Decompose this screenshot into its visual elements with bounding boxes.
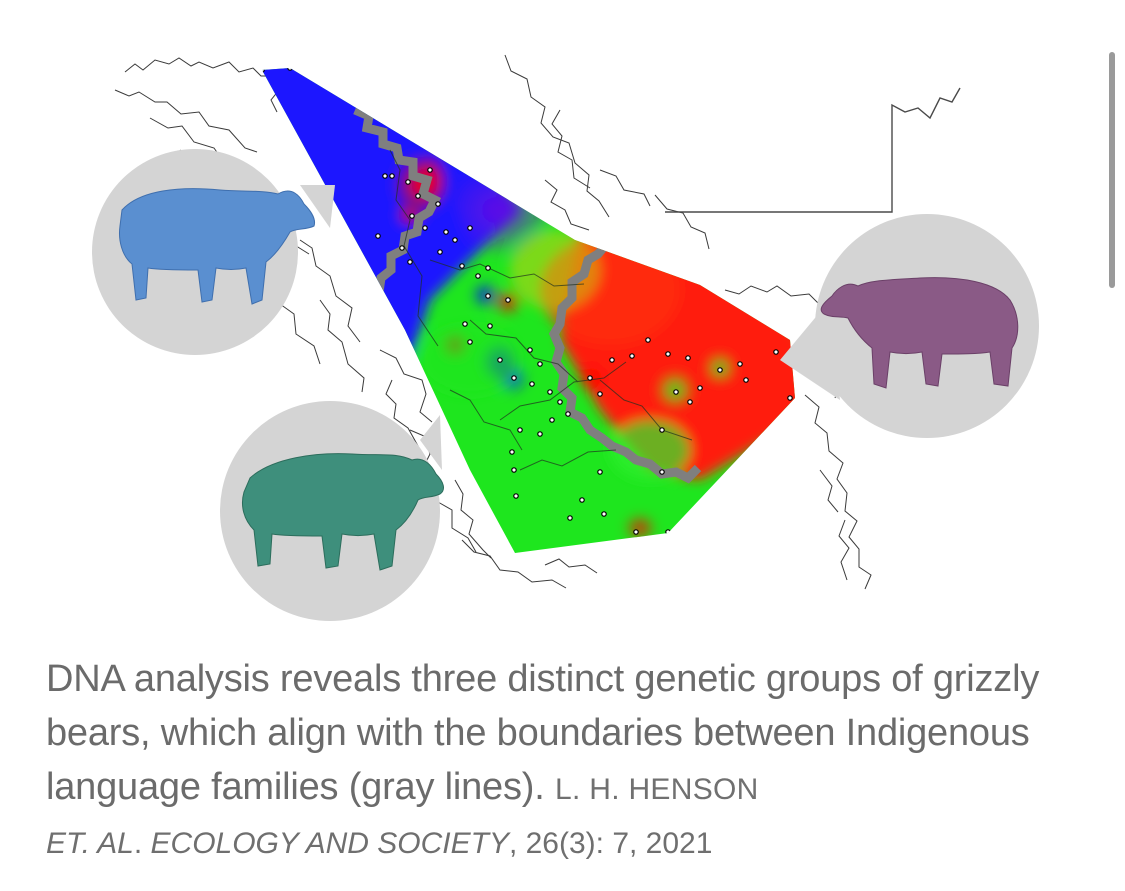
scrollbar[interactable] xyxy=(1109,52,1115,288)
inset-blue-bear xyxy=(92,149,335,355)
sample-points xyxy=(262,68,793,535)
inset-teal-bear xyxy=(220,401,444,621)
credit-issue: , 26(3): 7, 2021 xyxy=(508,827,713,860)
credit-journal: ECOLOGY AND SOCIETY xyxy=(150,827,509,860)
credit-line: ET. AL. ECOLOGY AND SOCIETY, 26(3): 7, 2… xyxy=(46,817,1081,871)
bear-purple-icon xyxy=(820,277,1019,389)
caption-text: DNA analysis reveals three distinct gene… xyxy=(46,652,1081,817)
bear-blue-icon xyxy=(119,188,315,305)
bear-teal-icon xyxy=(241,453,444,571)
border-lines xyxy=(665,87,961,213)
genetic-map-figure xyxy=(92,54,1039,621)
inset-purple-bear xyxy=(780,214,1039,438)
credit-et-al: ET. AL xyxy=(46,827,134,860)
credit-authors: L. H. HENSON xyxy=(554,773,759,806)
caption-body: DNA analysis reveals three distinct gene… xyxy=(46,658,1040,808)
figure-caption: DNA analysis reveals three distinct gene… xyxy=(46,652,1081,871)
credit-dot: . xyxy=(133,827,143,860)
